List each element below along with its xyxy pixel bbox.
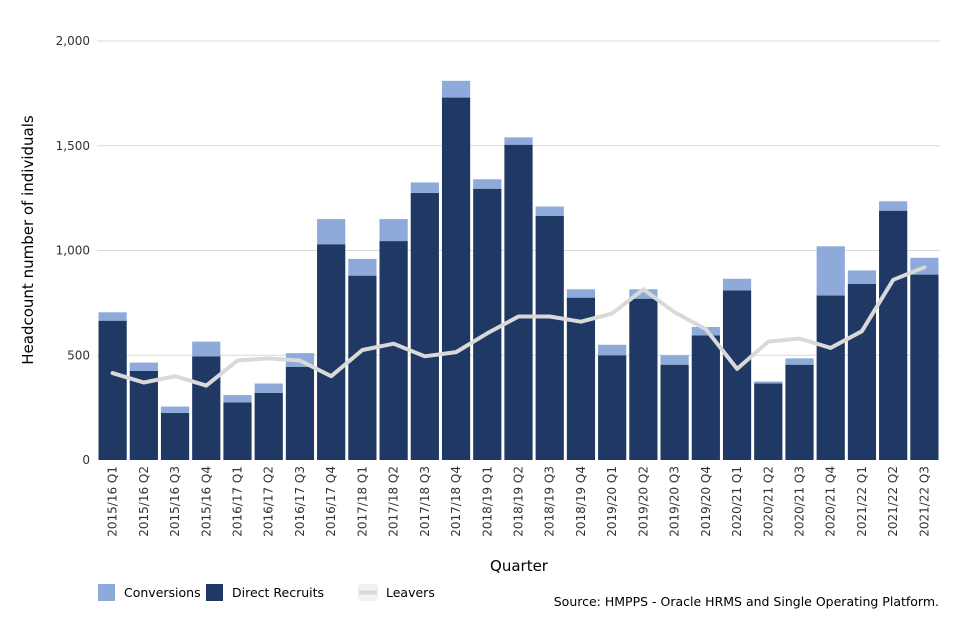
- bar-conversions: [504, 137, 533, 145]
- y-tick-label: 1,500: [56, 139, 90, 153]
- bar-conversions: [722, 278, 752, 291]
- x-tick-label: 2015/16 Q1: [106, 466, 120, 537]
- x-tick-label: 2019/20 Q3: [668, 466, 682, 537]
- y-tick-label: 500: [67, 348, 90, 362]
- bar-conversions: [785, 358, 814, 365]
- bar-conversions: [660, 355, 689, 365]
- bar-direct-recruits: [441, 97, 471, 460]
- bar-conversions: [847, 270, 877, 285]
- bar-direct-recruits: [504, 144, 533, 460]
- x-tick-label: 2016/17 Q2: [262, 466, 276, 537]
- x-tick-label: 2018/19 Q3: [543, 466, 557, 537]
- bar-direct-recruits: [535, 215, 564, 460]
- bar-conversions: [754, 381, 783, 384]
- bar-conversions: [348, 258, 377, 276]
- bar-conversions: [441, 80, 471, 98]
- x-tick-label: 2021/22 Q2: [886, 466, 900, 537]
- bar-direct-recruits: [98, 320, 127, 460]
- bar-direct-recruits: [348, 275, 377, 460]
- bar-direct-recruits: [910, 274, 939, 460]
- bar-conversions: [317, 219, 346, 245]
- bar-conversions: [473, 179, 502, 189]
- x-tick-label: 2017/18 Q3: [418, 466, 432, 537]
- bar-direct-recruits: [847, 284, 877, 460]
- bar-conversions: [879, 201, 908, 211]
- y-axis-ticks: 0 500 1,000 1,500 2,000: [56, 34, 90, 467]
- bar-direct-recruits: [192, 356, 221, 460]
- bar-conversions: [129, 362, 158, 371]
- bar-direct-recruits: [598, 355, 627, 460]
- y-axis-title: Headcount number of individuals: [19, 115, 37, 365]
- x-tick-label: 2021/22 Q3: [917, 466, 931, 537]
- x-tick-label: 2019/20 Q1: [605, 466, 619, 537]
- bar-direct-recruits: [473, 188, 502, 460]
- bar-direct-recruits: [879, 210, 908, 460]
- x-tick-label: 2018/19 Q4: [574, 466, 588, 537]
- bar-direct-recruits: [160, 412, 190, 460]
- y-tick-label: 0: [82, 453, 90, 467]
- bar-direct-recruits: [410, 192, 439, 460]
- bars: [98, 80, 939, 460]
- x-tick-label: 2015/16 Q2: [137, 466, 151, 537]
- bar-conversions: [629, 289, 658, 299]
- bar-direct-recruits: [629, 298, 658, 460]
- bar-conversions: [535, 206, 564, 216]
- bar-conversions: [566, 289, 596, 298]
- bar-direct-recruits: [379, 241, 408, 460]
- x-tick-label: 2016/17 Q1: [231, 466, 245, 537]
- bar-direct-recruits: [129, 370, 158, 460]
- x-tick-label: 2018/19 Q1: [480, 466, 494, 537]
- x-tick-label: 2015/16 Q4: [199, 466, 213, 537]
- bar-direct-recruits: [785, 364, 814, 460]
- bar-direct-recruits: [566, 297, 596, 460]
- x-tick-label: 2016/17 Q3: [293, 466, 307, 537]
- legend-label-leavers: Leavers: [386, 585, 435, 600]
- bar-conversions: [192, 341, 221, 357]
- bar-direct-recruits: [317, 244, 346, 460]
- y-tick-label: 1,000: [56, 244, 90, 258]
- bar-conversions: [254, 383, 283, 393]
- legend-label-direct-recruits: Direct Recruits: [232, 585, 324, 600]
- legend-label-conversions: Conversions: [124, 585, 201, 600]
- x-tick-label: 2017/18 Q2: [387, 466, 401, 537]
- x-axis-title: Quarter: [490, 557, 549, 575]
- bar-direct-recruits: [722, 290, 752, 460]
- x-tick-label: 2016/17 Q4: [324, 466, 338, 537]
- bar-conversions: [410, 182, 439, 193]
- bar-conversions: [160, 406, 190, 413]
- bar-direct-recruits: [660, 364, 689, 460]
- x-tick-label: 2017/18 Q4: [449, 466, 463, 537]
- legend: Conversions Direct Recruits Leavers: [98, 584, 435, 601]
- leavers-line: [110, 265, 927, 388]
- x-tick-label: 2020/21 Q1: [730, 466, 744, 537]
- bar-conversions: [379, 219, 408, 242]
- legend-swatch-direct-recruits: [206, 584, 223, 601]
- bar-conversions: [223, 395, 252, 403]
- x-tick-label: 2019/20 Q4: [699, 466, 713, 537]
- x-tick-label: 2020/21 Q3: [793, 466, 807, 537]
- bar-conversions: [598, 344, 627, 356]
- x-tick-label: 2020/21 Q2: [761, 466, 775, 537]
- x-tick-label: 2021/22 Q1: [855, 466, 869, 537]
- bar-conversions: [98, 312, 127, 321]
- x-tick-label: 2018/19 Q2: [512, 466, 526, 537]
- bar-direct-recruits: [816, 295, 845, 460]
- x-tick-label: 2020/21 Q4: [824, 466, 838, 537]
- bar-direct-recruits: [754, 383, 783, 460]
- bar-conversions: [816, 246, 845, 296]
- y-tick-label: 2,000: [56, 34, 90, 48]
- x-tick-label: 2015/16 Q3: [168, 466, 182, 537]
- legend-swatch-conversions: [98, 584, 115, 601]
- x-tick-label: 2019/20 Q2: [636, 466, 650, 537]
- x-axis-ticks: 2015/16 Q1 2015/16 Q2 2015/16 Q3 2015/16 Q4…: [106, 466, 932, 537]
- leavers-line-layer: [110, 265, 927, 388]
- source-note: Source: HMPPS - Oracle HRMS and Single O…: [554, 594, 939, 609]
- x-tick-label: 2017/18 Q1: [355, 466, 369, 537]
- bar-direct-recruits: [223, 402, 252, 460]
- bar-direct-recruits: [254, 392, 283, 460]
- bar-direct-recruits: [691, 335, 720, 460]
- bar-direct-recruits: [285, 366, 315, 460]
